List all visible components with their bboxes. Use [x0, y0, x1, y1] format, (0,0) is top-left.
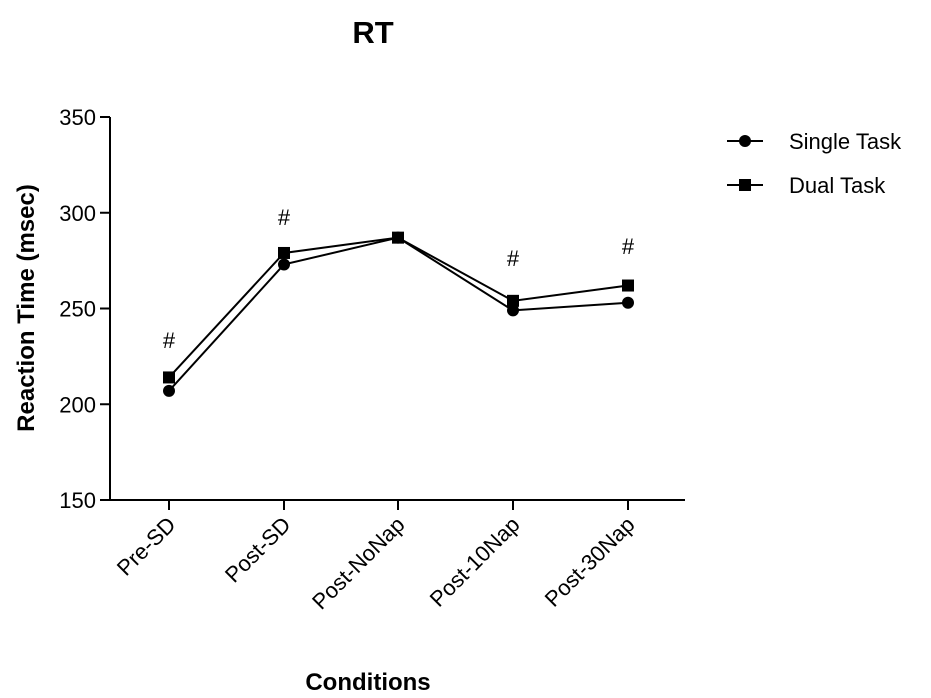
significance-mark: # — [163, 328, 176, 353]
legend-marker-circle — [739, 135, 751, 147]
series-layer — [163, 231, 634, 397]
significance-mark: # — [278, 205, 291, 230]
data-point-square — [163, 371, 175, 384]
significance-mark: # — [507, 246, 520, 271]
legend-item: Single Task — [727, 129, 902, 154]
legend-label: Single Task — [789, 129, 902, 154]
legend: Single Task Dual Task — [727, 129, 902, 198]
series-dual-task — [163, 231, 634, 384]
y-tick-label: 350 — [59, 105, 96, 130]
data-point-circle — [163, 384, 175, 397]
y-tick-label: 300 — [59, 201, 96, 226]
data-point-square — [392, 231, 404, 244]
significance-mark: # — [622, 234, 635, 259]
x-tick-label: Post-10Nap — [425, 512, 525, 612]
series-line — [168, 236, 629, 392]
data-point-square — [278, 246, 290, 259]
x-axis-title: Conditions — [305, 669, 430, 696]
x-tick-label: Post-SD — [220, 512, 296, 588]
legend-label: Dual Task — [789, 173, 886, 198]
x-tick-label: Post-30Nap — [540, 512, 640, 612]
data-point-square — [507, 294, 519, 307]
data-point-circle — [278, 258, 290, 271]
y-tick-label: 250 — [59, 297, 96, 322]
data-point-square — [622, 279, 634, 292]
y-axis-title: Reaction Time (msec) — [13, 184, 40, 432]
y-tick-label: 200 — [59, 392, 96, 417]
x-tick-label: Post-NoNap — [307, 512, 409, 614]
annotation-layer: # # # # — [163, 205, 635, 353]
legend-marker-square — [739, 179, 751, 191]
x-tick-label: Pre-SD — [112, 512, 181, 581]
y-tick-label: 150 — [59, 488, 96, 513]
series-single-task — [163, 231, 634, 397]
data-point-circle — [622, 296, 634, 309]
legend-item: Dual Task — [727, 173, 886, 198]
chart-title: RT — [352, 15, 393, 50]
data-point-circle — [507, 304, 519, 317]
